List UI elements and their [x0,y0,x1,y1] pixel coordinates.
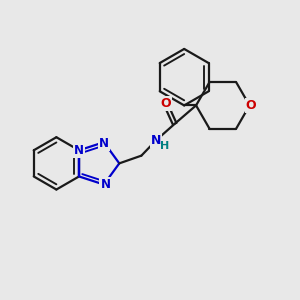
Text: N: N [74,144,84,157]
Text: H: H [160,140,169,151]
Text: N: N [151,134,161,147]
Text: N: N [100,178,110,191]
Text: N: N [99,137,109,150]
Text: O: O [246,99,256,112]
Text: O: O [160,97,171,110]
